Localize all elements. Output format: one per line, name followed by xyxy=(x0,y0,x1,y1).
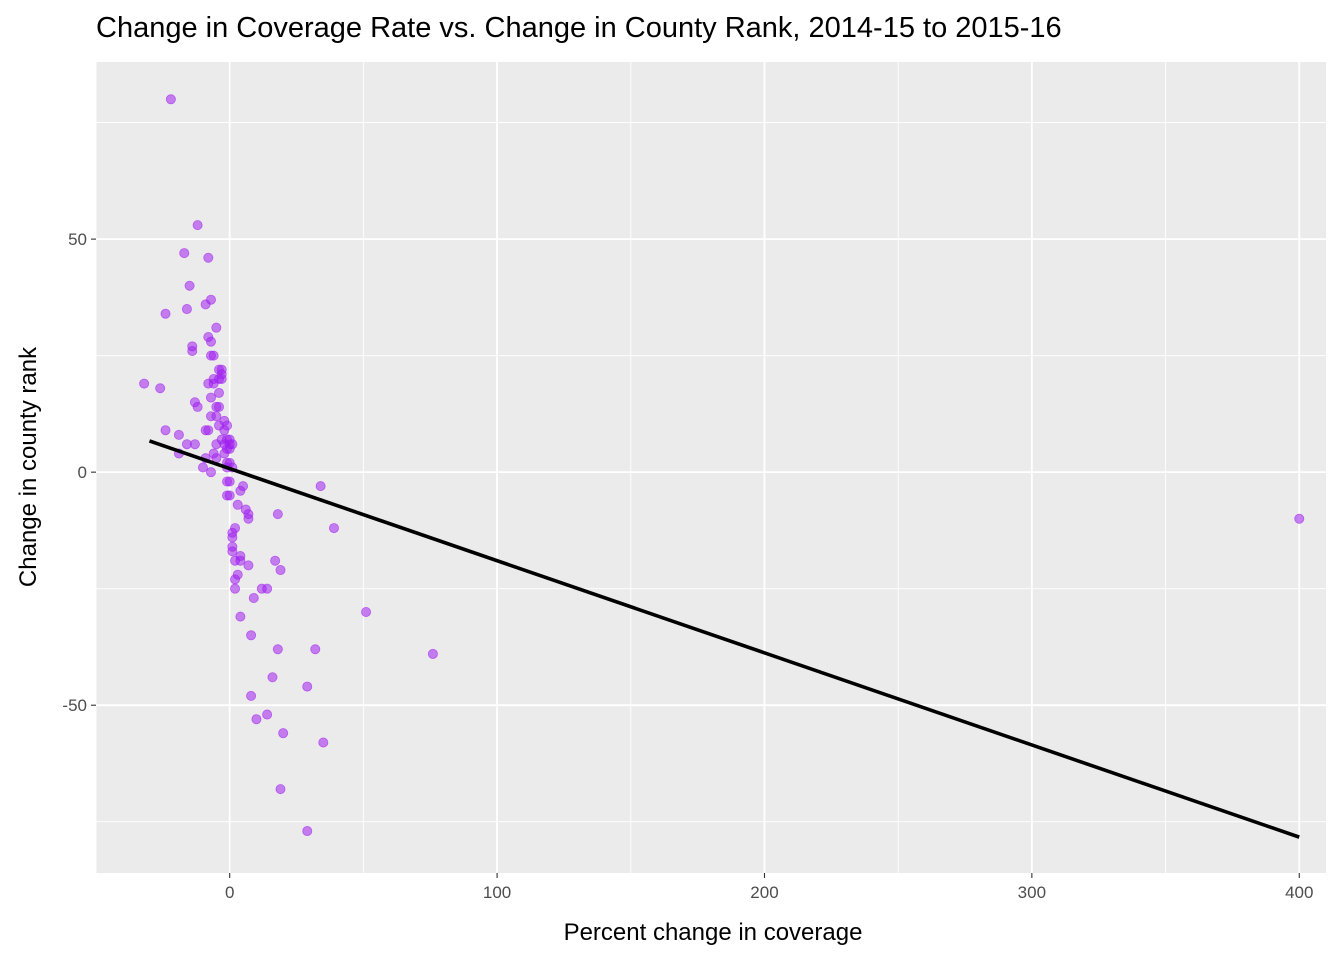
data-points xyxy=(139,94,1305,837)
y-axis-title: Change in county rank xyxy=(15,346,42,587)
data-point xyxy=(302,681,313,692)
data-point xyxy=(192,220,203,231)
data-point xyxy=(181,304,192,315)
plot-panel xyxy=(96,62,1326,873)
x-tick-label: 400 xyxy=(1285,883,1313,902)
data-point xyxy=(224,476,235,487)
data-point xyxy=(1294,513,1305,524)
data-point xyxy=(315,481,326,492)
data-point xyxy=(427,648,438,659)
data-point xyxy=(267,672,278,683)
data-point xyxy=(278,728,289,739)
x-tick-label: 100 xyxy=(483,883,511,902)
minor-gridlines xyxy=(95,62,1326,873)
data-point xyxy=(197,462,208,473)
data-point xyxy=(205,392,216,403)
data-point xyxy=(248,593,259,604)
y-tick-label: 50 xyxy=(68,230,87,249)
data-point xyxy=(213,401,224,412)
data-point xyxy=(208,378,219,389)
data-point xyxy=(302,826,313,837)
data-point xyxy=(230,583,241,594)
x-tick-label: 200 xyxy=(750,883,778,902)
data-point xyxy=(200,425,211,436)
trend-line xyxy=(148,439,1300,839)
data-point xyxy=(205,467,216,478)
data-point xyxy=(270,555,281,566)
data-point xyxy=(272,644,283,655)
data-point xyxy=(160,425,171,436)
data-point xyxy=(189,439,200,450)
data-point xyxy=(243,513,254,524)
data-point xyxy=(187,345,198,356)
data-point xyxy=(219,448,230,459)
data-point xyxy=(230,574,241,585)
data-point xyxy=(155,383,166,394)
data-point xyxy=(272,509,283,520)
y-tick-labels: -50 0 50 xyxy=(62,230,87,715)
data-point xyxy=(235,485,246,496)
trend-line-layer xyxy=(148,439,1300,839)
data-point xyxy=(184,280,195,291)
chart-title: Change in Coverage Rate vs. Change in Co… xyxy=(96,12,1062,44)
data-point xyxy=(275,565,286,576)
y-tick-label: -50 xyxy=(62,696,87,715)
data-point xyxy=(246,630,257,641)
data-point xyxy=(246,690,257,701)
data-point xyxy=(251,714,262,725)
data-point xyxy=(232,499,243,510)
data-point xyxy=(227,546,238,557)
axis-ticks xyxy=(91,238,1300,878)
data-point xyxy=(227,532,238,543)
data-point xyxy=(179,248,190,259)
data-point xyxy=(219,425,230,436)
y-tick-label: 0 xyxy=(78,463,87,482)
data-point xyxy=(262,709,273,720)
data-point xyxy=(160,308,171,319)
data-point xyxy=(361,606,372,617)
x-tick-label: 0 xyxy=(225,883,234,902)
data-point xyxy=(211,322,222,333)
data-point xyxy=(224,490,235,501)
data-point xyxy=(205,336,216,347)
data-point xyxy=(213,387,224,398)
data-point xyxy=(328,523,339,534)
x-axis-title: Percent change in coverage xyxy=(564,919,863,946)
data-point xyxy=(211,411,222,422)
data-point xyxy=(139,378,150,389)
data-point xyxy=(310,644,321,655)
data-point xyxy=(208,350,219,361)
data-point xyxy=(318,737,329,748)
data-point xyxy=(275,784,286,795)
x-tick-labels: 0 100 200 300 400 xyxy=(225,883,1313,902)
data-point xyxy=(192,401,203,412)
data-point xyxy=(243,560,254,571)
data-point xyxy=(230,555,241,566)
x-tick-label: 300 xyxy=(1018,883,1046,902)
data-point xyxy=(235,611,246,622)
data-point xyxy=(173,429,184,440)
data-point xyxy=(203,252,214,263)
data-point xyxy=(165,94,176,105)
data-point xyxy=(262,583,273,594)
data-point xyxy=(200,299,211,310)
